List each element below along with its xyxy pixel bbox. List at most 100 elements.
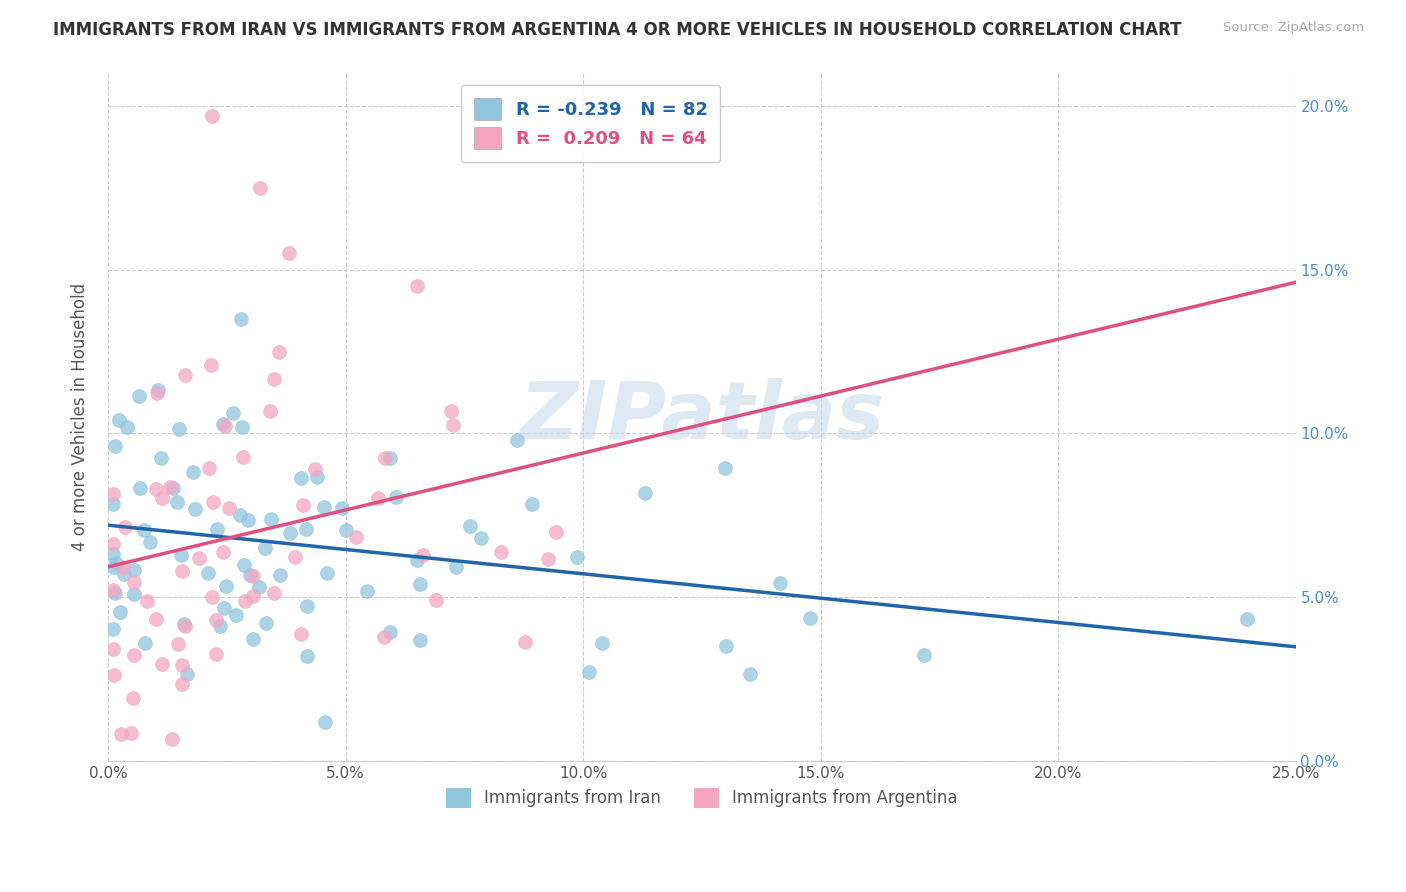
- Point: [269, 345, 291, 359]
- Point: [1236, 612, 1258, 626]
- Point: [101, 582, 124, 597]
- Point: [406, 553, 429, 567]
- Point: [716, 639, 738, 653]
- Point: [444, 559, 467, 574]
- Point: [458, 518, 481, 533]
- Point: [242, 632, 264, 646]
- Point: [799, 610, 821, 624]
- Point: [184, 502, 207, 516]
- Point: [356, 583, 378, 598]
- Point: [269, 568, 291, 582]
- Point: [103, 667, 125, 681]
- Text: ZIPatlas: ZIPatlas: [519, 378, 884, 456]
- Point: [409, 633, 432, 648]
- Point: [200, 358, 222, 372]
- Point: [104, 585, 127, 599]
- Point: [146, 385, 169, 400]
- Point: [520, 497, 543, 511]
- Point: [103, 559, 125, 574]
- Point: [769, 576, 792, 591]
- Point: [565, 549, 588, 564]
- Point: [173, 616, 195, 631]
- Point: [314, 500, 336, 515]
- Point: [440, 404, 463, 418]
- Point: [122, 690, 145, 705]
- Point: [367, 491, 389, 505]
- Point: [409, 577, 432, 591]
- Point: [107, 413, 129, 427]
- Point: [201, 109, 224, 123]
- Point: [214, 418, 236, 433]
- Point: [198, 461, 221, 475]
- Point: [236, 513, 259, 527]
- Point: [172, 564, 194, 578]
- Point: [470, 531, 492, 545]
- Point: [254, 541, 277, 556]
- Point: [277, 246, 299, 260]
- Point: [229, 312, 252, 326]
- Point: [108, 605, 131, 619]
- Point: [506, 433, 529, 447]
- Point: [145, 482, 167, 496]
- Point: [425, 593, 447, 607]
- Point: [738, 667, 761, 681]
- Point: [159, 480, 181, 494]
- Point: [101, 487, 124, 501]
- Point: [132, 523, 155, 537]
- Point: [122, 563, 145, 577]
- Point: [385, 490, 408, 504]
- Point: [128, 389, 150, 403]
- Point: [212, 601, 235, 615]
- Point: [170, 548, 193, 562]
- Point: [115, 420, 138, 434]
- Point: [204, 613, 226, 627]
- Point: [166, 495, 188, 509]
- Point: [912, 648, 935, 663]
- Point: [202, 495, 225, 509]
- Point: [232, 450, 254, 464]
- Point: [124, 586, 146, 600]
- Point: [134, 635, 156, 649]
- Point: [101, 622, 124, 636]
- Point: [166, 637, 188, 651]
- Point: [225, 608, 247, 623]
- Point: [150, 657, 173, 672]
- Point: [150, 491, 173, 506]
- Point: [578, 665, 600, 679]
- Point: [335, 524, 357, 538]
- Point: [128, 481, 150, 495]
- Point: [208, 619, 231, 633]
- Point: [136, 594, 159, 608]
- Point: [316, 566, 339, 580]
- Text: IMMIGRANTS FROM IRAN VS IMMIGRANTS FROM ARGENTINA 4 OR MORE VEHICLES IN HOUSEHOL: IMMIGRANTS FROM IRAN VS IMMIGRANTS FROM …: [53, 21, 1182, 39]
- Point: [200, 590, 222, 604]
- Point: [242, 589, 264, 603]
- Point: [104, 440, 127, 454]
- Point: [162, 481, 184, 495]
- Point: [162, 732, 184, 747]
- Point: [120, 726, 142, 740]
- Point: [218, 501, 240, 516]
- Point: [172, 677, 194, 691]
- Point: [304, 462, 326, 476]
- Point: [139, 535, 162, 549]
- Point: [233, 558, 256, 572]
- Point: [291, 499, 314, 513]
- Point: [104, 556, 127, 570]
- Point: [242, 568, 264, 582]
- Point: [405, 279, 427, 293]
- Point: [101, 537, 124, 551]
- Point: [412, 549, 434, 563]
- Point: [260, 512, 283, 526]
- Point: [633, 485, 655, 500]
- Point: [546, 525, 568, 540]
- Point: [112, 566, 135, 581]
- Point: [145, 612, 167, 626]
- Point: [114, 520, 136, 534]
- Point: [278, 526, 301, 541]
- Point: [239, 568, 262, 582]
- Point: [249, 180, 271, 194]
- Point: [233, 594, 256, 608]
- Point: [537, 552, 560, 566]
- Point: [346, 530, 368, 544]
